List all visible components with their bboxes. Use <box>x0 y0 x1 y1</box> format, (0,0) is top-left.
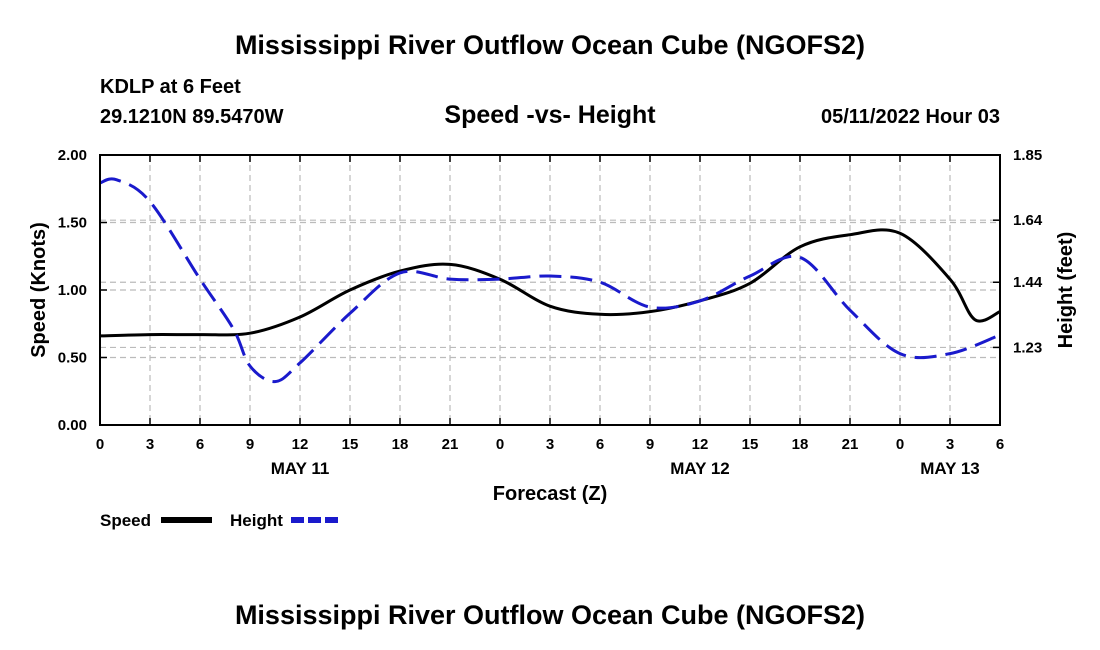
x-tick-label: 3 <box>146 436 154 453</box>
timestamp-label: 05/11/2022 Hour 03 <box>820 106 1000 128</box>
x-tick-label: 0 <box>896 436 904 453</box>
y-tick-label: 1.50 <box>58 215 87 232</box>
x-tick-label: 9 <box>246 436 254 453</box>
y-tick-label: 0.50 <box>58 350 87 367</box>
y2-tick-label: 1.44 <box>1013 274 1043 291</box>
day-label: MAY 11 <box>271 459 330 478</box>
data-series <box>99 177 1001 384</box>
x-tick-label: 21 <box>842 436 859 453</box>
x-tick-label: 6 <box>196 436 204 453</box>
y2-axis-label: Height (feet) <box>1055 232 1077 349</box>
y-tick-label: 2.00 <box>58 147 87 164</box>
x-tick-label: 18 <box>792 436 809 453</box>
footer-title: Mississippi River Outflow Ocean Cube (NG… <box>234 600 866 630</box>
legend: Speed Height <box>100 511 342 530</box>
y-tick-label: 0.00 <box>58 417 87 434</box>
y2-tick-label: 1.64 <box>1013 212 1043 229</box>
x-tick-label: 12 <box>292 436 309 453</box>
x-tick-label: 15 <box>742 436 759 453</box>
height-series-line <box>99 177 1001 384</box>
station-label: KDLP at 6 Feet <box>100 76 241 98</box>
y-tick-label: 1.00 <box>58 282 87 299</box>
x-axis-label: Forecast (Z) <box>493 483 607 505</box>
speed-series-line <box>99 228 1001 338</box>
x-tick-label: 3 <box>546 436 554 453</box>
y-axis-label: Speed (Knots) <box>28 222 50 358</box>
legend-speed-label: Speed <box>100 511 151 530</box>
chart-subtitle: Speed -vs- Height <box>444 101 656 129</box>
legend-height-label: Height <box>230 511 283 530</box>
axes: 0 3 6 9 12 15 18 21 0 3 6 9 12 15 18 21 0 3 6 MAY 11 MAY 12 M… <box>58 147 1043 478</box>
x-tick-label: 15 <box>342 436 359 453</box>
x-tick-label: 12 <box>692 436 709 453</box>
speed-height-chart: 0 3 6 9 12 15 18 21 0 3 6 9 12 15 18 21 0 3 6 MAY 11 MAY 12 M… <box>28 147 1077 530</box>
x-tick-label: 9 <box>646 436 654 453</box>
x-tick-label: 3 <box>946 436 954 453</box>
day-label: MAY 12 <box>670 459 730 478</box>
y2-tick-label: 1.85 <box>1013 147 1042 164</box>
x-tick-label: 0 <box>496 436 504 453</box>
y2-tick-label: 1.23 <box>1013 339 1042 356</box>
x-tick-label: 18 <box>392 436 409 453</box>
chart-title: Mississippi River Outflow Ocean Cube (NG… <box>234 30 866 60</box>
coordinates-label: 29.1210N 89.5470W <box>100 106 284 128</box>
x-tick-label: 21 <box>442 436 459 453</box>
x-tick-label: 6 <box>596 436 604 453</box>
x-tick-label: 6 <box>996 436 1004 453</box>
grid-lines <box>100 155 1000 425</box>
x-tick-label: 0 <box>96 436 104 453</box>
day-label: MAY 13 <box>920 459 980 478</box>
